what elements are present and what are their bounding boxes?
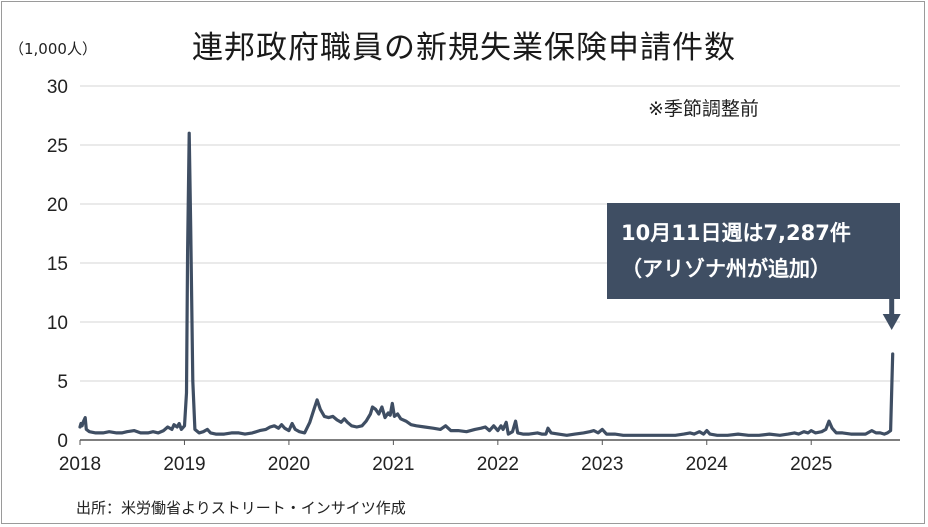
seasonal-adjustment-note: ※季節調整前 (648, 98, 759, 120)
y-tick-label: 10 (47, 313, 68, 334)
x-tick-label: 2021 (372, 454, 414, 475)
x-tick-label: 2025 (790, 454, 832, 475)
gridlines (80, 85, 900, 441)
y-tick-label: 25 (47, 136, 68, 157)
y-tick-label: 5 (57, 372, 68, 393)
x-tick-label: 2023 (581, 454, 623, 475)
y-tick-label: 0 (57, 431, 68, 452)
x-tick-label: 2020 (268, 454, 310, 475)
y-tick-label: 15 (47, 254, 68, 275)
annotation-callout: 10月11日週は7,287件 （アリゾナ州が追加） (607, 203, 900, 299)
x-tick-label: 2022 (477, 454, 519, 475)
y-tick-label: 20 (47, 195, 68, 216)
series-line-0 (78, 131, 895, 437)
y-tick-label: 30 (47, 77, 68, 98)
x-tick-label: 2019 (163, 454, 205, 475)
y-unit-label: （1,000人） (9, 40, 97, 58)
x-tick-label: 2024 (686, 454, 729, 475)
callout-arrow (882, 299, 901, 330)
x-axis-ticks: 2018 2019 2020 2021 2022 2023 2024 2025 (59, 440, 832, 475)
series-layer (78, 131, 895, 437)
arrow-head (882, 314, 901, 330)
chart-title: 連邦政府職員の新規失業保険申請件数 (192, 30, 736, 66)
annotation-line-1: 10月11日週は7,287件 (621, 221, 851, 245)
x-tick-label: 2018 (59, 454, 101, 475)
source-note: 出所：米労働省よりストリート・インサイツ作成 (76, 499, 406, 517)
annotation-line-2: （アリゾナ州が追加） (621, 257, 831, 281)
y-axis-ticks: 0 5 10 15 20 25 30 (47, 77, 68, 452)
